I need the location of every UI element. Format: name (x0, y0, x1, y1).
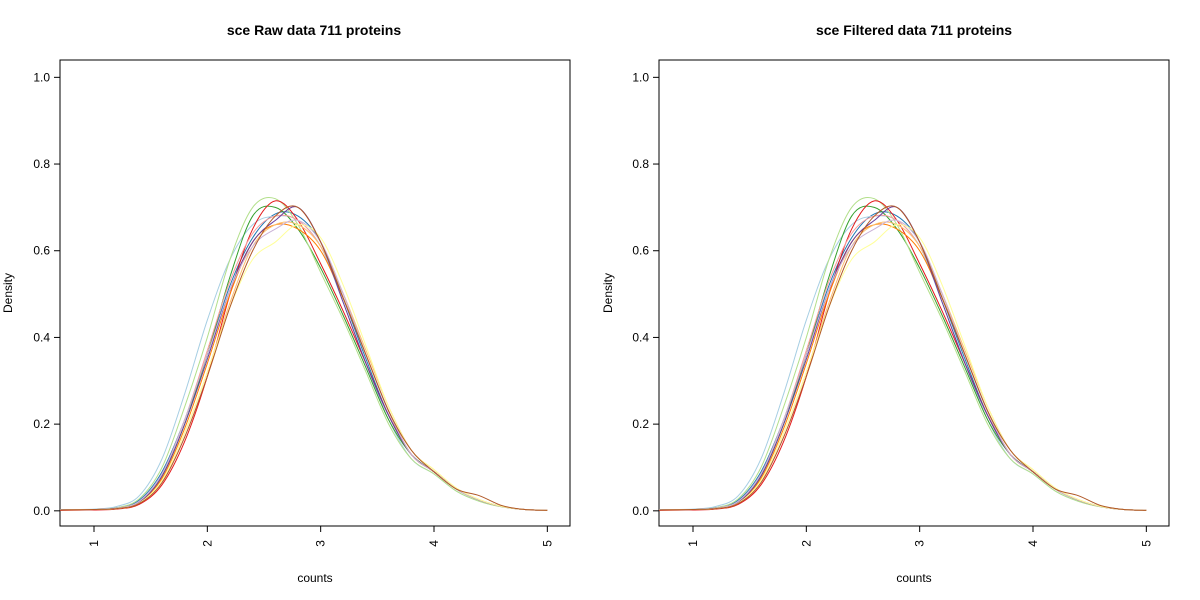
density-curve-12 (60, 205, 548, 511)
x-tick-label: 1 (87, 540, 101, 547)
y-tick-label: 0.4 (632, 330, 649, 344)
y-tick-label: 0.6 (33, 244, 50, 258)
density-curve-6 (659, 214, 1147, 511)
y-tick-label: 1.0 (33, 70, 50, 84)
x-tick-label: 4 (1026, 540, 1040, 547)
x-tick-label: 2 (200, 540, 214, 547)
density-curve-5 (659, 200, 1147, 511)
density-curve-4 (659, 196, 1147, 511)
x-tick-label: 2 (799, 540, 813, 547)
x-tick-label: 5 (1139, 540, 1153, 547)
y-axis-label: Density (601, 273, 615, 313)
y-tick-label: 0.2 (632, 417, 649, 431)
density-curve-2 (659, 215, 1147, 511)
chart-title: sce Filtered data 711 proteins (816, 22, 1012, 38)
plot-frame (59, 59, 571, 527)
density-curve-7 (659, 223, 1147, 511)
density-curve-12 (659, 205, 1147, 511)
density-curve-3 (60, 205, 548, 511)
density-curve-9 (659, 206, 1147, 511)
density-curve-9 (60, 206, 548, 511)
density-curve-11 (659, 224, 1147, 511)
plot-frame (658, 59, 1170, 527)
density-curve-8 (659, 221, 1147, 511)
y-tick-label: 0.6 (632, 244, 649, 258)
density-curve-3 (659, 205, 1147, 511)
density-curve-10 (659, 219, 1147, 511)
y-axis-label: Density (1, 273, 15, 313)
density-curve-8 (60, 221, 548, 511)
x-tick-label: 3 (913, 540, 927, 547)
y-tick-label: 0.8 (33, 157, 50, 171)
density-curve-4 (60, 196, 548, 511)
x-axis-label: counts (297, 571, 332, 585)
density-panel-2: sce Filtered data 711 proteins 0.0 0.2 0.4 0… (601, 22, 1170, 585)
density-curve-10 (60, 219, 548, 511)
y-tick-label: 0.2 (33, 417, 50, 431)
density-curve-1 (60, 211, 548, 511)
x-tick-label: 1 (686, 540, 700, 547)
x-tick-label: 3 (314, 540, 328, 547)
y-tick-label: 0.0 (632, 504, 649, 518)
y-tick-label: 0.4 (33, 330, 50, 344)
density-curve-1 (659, 211, 1147, 511)
chart-title: sce Raw data 711 proteins (227, 22, 402, 38)
x-tick-label: 4 (427, 540, 441, 547)
y-tick-label: 1.0 (632, 70, 649, 84)
density-curves (60, 196, 548, 511)
y-tick-label: 0.0 (33, 504, 50, 518)
density-curves (659, 196, 1147, 511)
density-curve-7 (60, 223, 548, 511)
density-curve-11 (60, 224, 548, 511)
x-axis-label: counts (896, 571, 931, 585)
density-curve-5 (60, 200, 548, 511)
density-panel-1: sce Raw data 711 proteins 0.0 0.2 0.4 0.6 0.8… (1, 22, 571, 585)
y-tick-label: 0.8 (632, 157, 649, 171)
density-curve-2 (60, 215, 548, 511)
x-tick-label: 5 (540, 540, 554, 547)
density-curve-6 (60, 214, 548, 511)
